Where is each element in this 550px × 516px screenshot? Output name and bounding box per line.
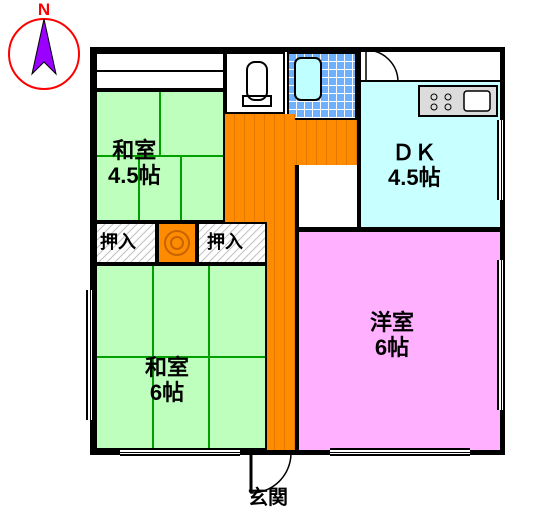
- label-washitsu45: 和室4.5帖: [108, 138, 161, 189]
- toilet: [225, 52, 285, 114]
- label-dk: ＤＫ4.5帖: [388, 140, 441, 191]
- door-dk: [361, 47, 421, 89]
- compass-n: N: [38, 2, 50, 19]
- label-youshitsu: 洋室6帖: [370, 310, 414, 361]
- upper-edge-strip: [95, 52, 225, 90]
- label-closet1: 押入: [100, 232, 136, 253]
- label-closet2: 押入: [207, 232, 243, 253]
- window-bottom-right: [330, 448, 470, 456]
- label-entrance: 玄関: [248, 487, 288, 510]
- window-right: [497, 260, 505, 410]
- closet-orange: [157, 222, 197, 264]
- window-left-side: [86, 290, 94, 420]
- label-washitsu6: 和室6帖: [145, 355, 189, 406]
- kitchen-counter: [418, 85, 498, 117]
- compass: N: [5, 2, 83, 94]
- window-left: [90, 60, 95, 210]
- window-right-dk: [497, 120, 505, 200]
- corridor-top-ext: [287, 120, 357, 165]
- window-bottom-left: [120, 448, 240, 456]
- bathroom: [287, 52, 357, 120]
